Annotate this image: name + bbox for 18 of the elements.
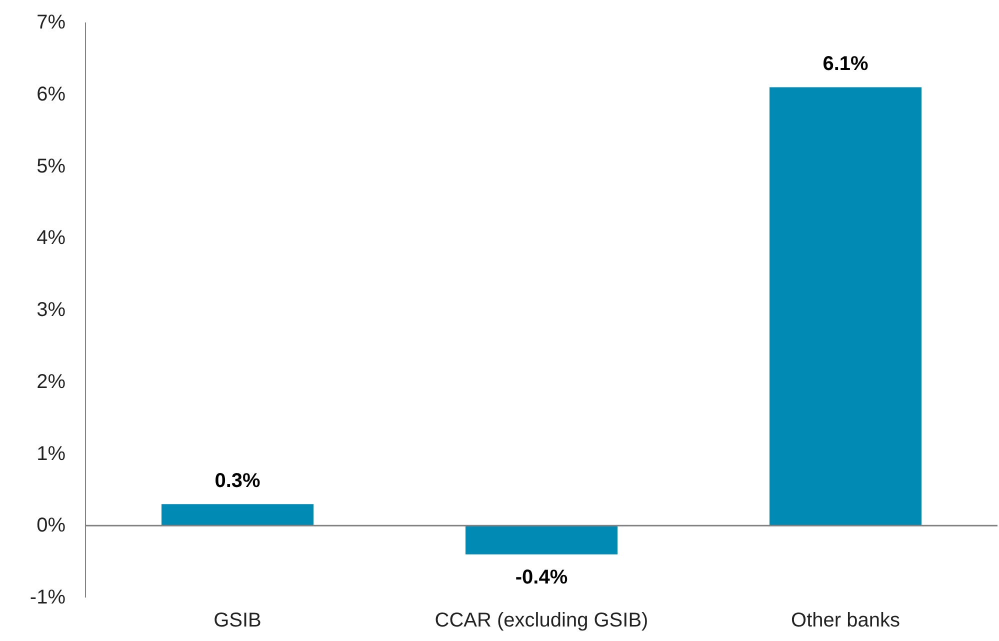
y-tick-label: -1% bbox=[30, 586, 66, 608]
x-tick-label: GSIB bbox=[214, 610, 262, 632]
y-tick-label: 5% bbox=[36, 155, 66, 178]
y-tick-label: 2% bbox=[36, 370, 66, 393]
bar bbox=[466, 526, 618, 554]
y-tick-label: 3% bbox=[36, 299, 66, 321]
bar bbox=[770, 87, 922, 526]
y-tick-label: 7% bbox=[36, 12, 66, 34]
y-tick-label: 0% bbox=[36, 514, 66, 537]
x-tick-label: CCAR (excluding GSIB) bbox=[434, 610, 648, 632]
y-tick-label: 4% bbox=[36, 227, 66, 250]
data-label: 6.1% bbox=[822, 53, 869, 76]
y-tick-label: 1% bbox=[36, 442, 66, 465]
bar bbox=[162, 504, 314, 526]
y-tick-label: 6% bbox=[36, 83, 66, 106]
x-tick-label: Other banks bbox=[791, 610, 900, 632]
data-label: 0.3% bbox=[214, 470, 261, 492]
data-label: -0.4% bbox=[515, 566, 568, 588]
